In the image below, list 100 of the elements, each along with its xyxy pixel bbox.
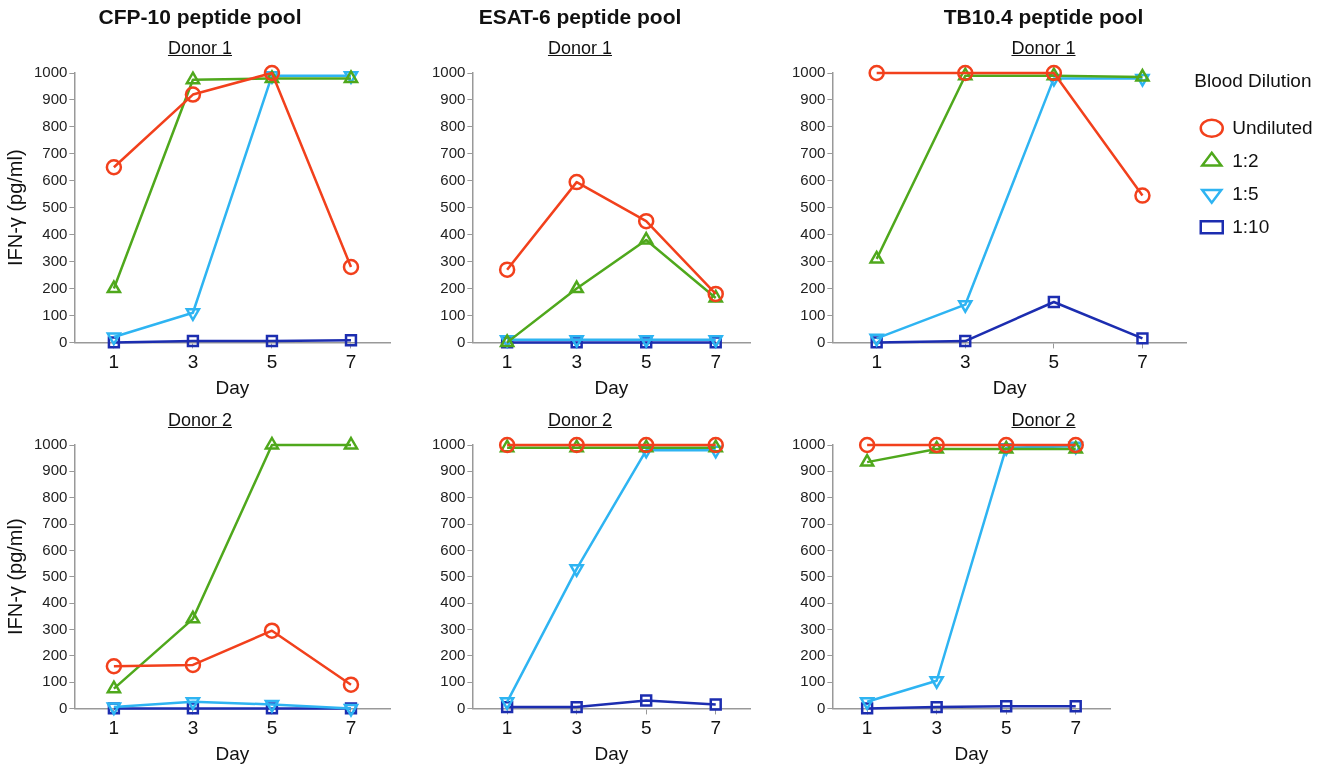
y-tick-label: 100 [42,305,68,323]
y-axis-title: IFN-γ (pg/ml) [3,518,26,636]
y-tick-label: 600 [42,540,68,558]
x-tick-label: 1 [501,351,513,373]
x-tick-label: 1 [108,717,120,739]
y-tick-label: 600 [42,170,68,188]
y-tick-label: 0 [817,698,826,716]
y-tick-label: 700 [440,514,466,532]
y-tick-label: 700 [42,143,68,161]
y-tick-label: 1000 [33,63,68,81]
y-tick-label: 300 [440,619,466,637]
x-axis-title: Day [954,742,989,764]
y-tick-label: 600 [440,540,466,558]
x-tick-label: 5 [640,351,652,373]
y-tick-label: 800 [42,487,68,505]
y-tick-label: 500 [800,197,826,215]
x-tick-label: 1 [501,717,513,739]
y-tick-label: 0 [457,698,466,716]
chart-title: ESAT-6 peptide pool [477,4,683,30]
chart-subtitle: Donor 1 [546,37,613,60]
x-tick-label: 7 [345,351,357,373]
y-tick-label: 200 [800,278,826,296]
y-tick-label: 900 [800,90,826,108]
y-axis-title: IFN-γ (pg/ml) [3,149,26,267]
x-tick-label: 3 [187,351,199,373]
y-tick-label: 200 [440,645,466,663]
y-tick-label: 700 [440,143,466,161]
y-tick-label: 800 [800,487,826,505]
y-tick-label: 900 [440,461,466,479]
y-tick-label: 400 [42,593,68,611]
x-tick-label: 5 [266,717,278,739]
x-tick-label: 1 [108,351,120,373]
y-tick-label: 400 [42,224,68,242]
y-tick-label: 100 [800,672,826,690]
y-tick-label: 700 [800,514,826,532]
chart-title: Donor 2 [546,409,613,432]
y-tick-label: 500 [800,566,826,584]
y-tick-label: 300 [800,619,826,637]
x-tick-label: 3 [571,717,582,739]
chart-subtitle: Donor 1 [1010,37,1077,60]
legend-label: 1:5 [1232,182,1259,204]
x-tick-label: 7 [1137,351,1148,373]
y-tick-label: 0 [59,698,68,716]
x-axis-title: Day [594,742,629,764]
x-tick-label: 5 [266,351,278,373]
y-tick-label: 0 [457,332,466,350]
y-tick-label: 900 [800,461,826,479]
y-tick-label: 400 [800,224,826,242]
chart-title: CFP-10 peptide pool [97,4,303,30]
y-tick-label: 700 [800,143,826,161]
y-tick-label: 500 [42,566,68,584]
y-tick-label: 1000 [431,435,466,453]
y-tick-label: 300 [440,251,466,269]
x-tick-label: 5 [640,717,652,739]
y-tick-label: 200 [440,278,466,296]
x-tick-label: 1 [861,717,873,739]
x-tick-label: 3 [571,351,582,373]
legend-label: 1:10 [1232,215,1270,237]
y-tick-label: 200 [42,645,68,663]
y-tick-label: 1000 [33,435,68,453]
y-tick-label: 1000 [431,63,466,81]
y-tick-label: 800 [42,117,68,135]
x-tick-label: 3 [959,351,971,373]
y-tick-label: 800 [440,487,466,505]
x-tick-label: 7 [345,717,357,739]
y-tick-label: 800 [800,117,826,135]
y-tick-label: 600 [800,540,826,558]
y-tick-label: 400 [440,224,466,242]
x-tick-label: 5 [1000,717,1012,739]
y-tick-label: 800 [440,117,466,135]
x-tick-label: 5 [1048,351,1060,373]
legend-label: Undiluted [1232,116,1313,138]
y-tick-label: 100 [440,305,466,323]
x-axis-title: Day [992,376,1027,398]
chart-title: Donor 2 [1010,409,1077,432]
y-tick-label: 500 [440,566,466,584]
y-tick-label: 900 [440,90,466,108]
y-tick-label: 700 [42,514,68,532]
y-tick-label: 0 [59,332,68,350]
y-tick-label: 900 [42,90,68,108]
y-tick-label: 600 [800,170,826,188]
legend-title: Blood Dilution [1194,69,1312,91]
chart-subtitle: Donor 1 [166,37,233,60]
y-tick-label: 400 [800,593,826,611]
chart-title: Donor 2 [166,409,233,432]
x-tick-label: 7 [710,717,722,739]
x-axis-title: Day [215,742,250,764]
y-tick-label: 200 [42,278,68,296]
y-tick-label: 600 [440,170,466,188]
y-tick-label: 200 [800,645,826,663]
y-tick-label: 300 [800,251,826,269]
x-axis-title: Day [215,376,250,398]
x-tick-label: 3 [187,717,199,739]
y-tick-label: 1000 [791,435,826,453]
y-tick-label: 100 [42,672,68,690]
chart-title: TB10.4 peptide pool [942,4,1145,30]
y-tick-label: 300 [42,251,68,269]
y-tick-label: 1000 [791,63,826,81]
y-tick-label: 400 [440,593,466,611]
x-axis-title: Day [594,376,629,398]
